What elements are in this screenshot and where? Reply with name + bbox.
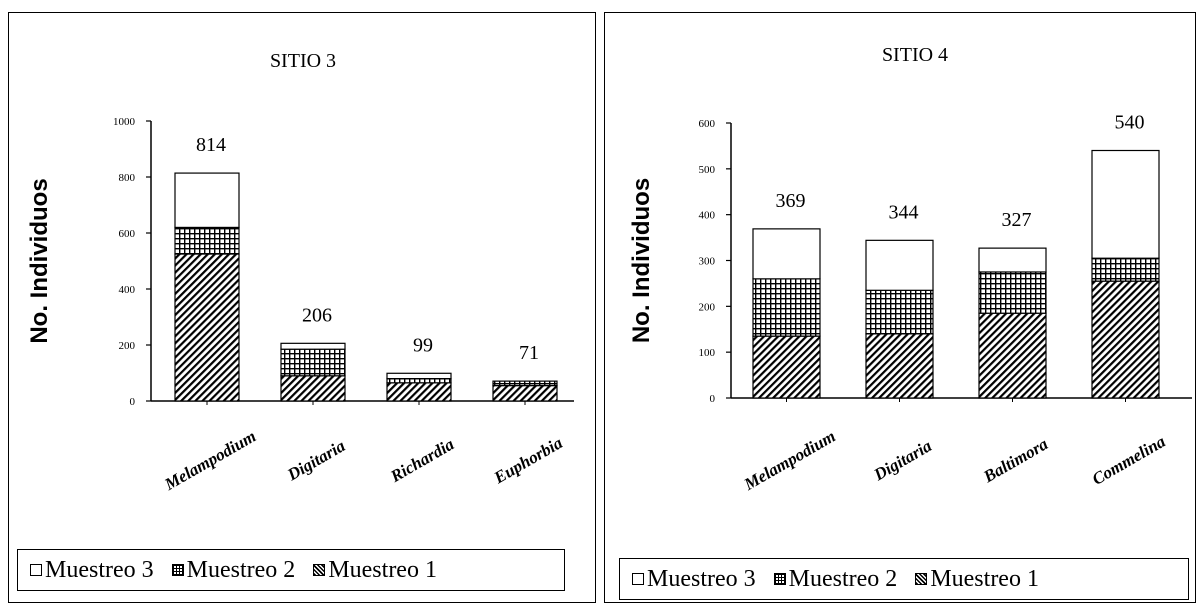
total-label-richardia: 99 [413, 334, 433, 356]
bar-muestreo-2-richardia [386, 378, 452, 384]
bar-muestreo-3-melampodium [752, 228, 821, 280]
x-category-label-commelina: Commelina [1089, 431, 1169, 488]
bar-muestreo-1-digitaria [280, 375, 346, 402]
y-tick-label: 500 [699, 164, 716, 176]
bar-muestreo-2-melampodium [752, 278, 821, 337]
bar-muestreo-3-commelina [1091, 149, 1160, 259]
y-axis-label: No. Individuos [628, 178, 655, 343]
bar-muestreo-2-digitaria [865, 289, 934, 335]
y-tick-label: 400 [119, 284, 136, 296]
total-label-melampodium: 814 [196, 134, 226, 156]
bar-muestreo-1-melampodium [174, 253, 240, 402]
legend-swatch-muestreo-3 [30, 564, 42, 576]
legend-swatch-muestreo-3 [632, 573, 644, 585]
bar-muestreo-2-euphorbia [492, 380, 558, 387]
legend-item-muestreo-1: Muestreo 1 [313, 557, 437, 584]
x-category-label-melampodium: Melampodium [740, 427, 839, 495]
y-tick-label: 200 [119, 340, 136, 352]
total-label-digitaria: 344 [889, 201, 919, 223]
bar-muestreo-1-richardia [386, 382, 452, 402]
total-label-digitaria: 206 [302, 304, 332, 326]
y-tick-label: 200 [699, 301, 716, 313]
legend-item-muestreo-1: Muestreo 1 [915, 566, 1039, 593]
bar-muestreo-1-baltimora [978, 312, 1047, 399]
y-tick-label: 800 [119, 172, 136, 184]
y-tick-label: 600 [119, 228, 136, 240]
x-category-label-digitaria: Digitaria [870, 436, 936, 485]
y-tick-label: 600 [699, 118, 716, 130]
legend-item-muestreo-2: Muestreo 2 [171, 556, 296, 584]
bar-muestreo-3-baltimora [978, 247, 1047, 273]
legend-item-muestreo-2: Muestreo 2 [773, 565, 898, 593]
bar-muestreo-1-melampodium [752, 335, 821, 399]
legend-swatch-muestreo-1 [313, 564, 326, 576]
total-label-baltimora: 327 [1002, 209, 1032, 231]
bar-muestreo-3-richardia [386, 372, 452, 380]
legend-sitio-4: Muestreo 3 Muestreo 2 Muestreo 1 [619, 558, 1189, 600]
total-label-commelina: 540 [1115, 112, 1145, 134]
legend-label-muestreo-3: Muestreo 3 [647, 565, 756, 592]
legend-swatch-muestreo-1 [915, 573, 928, 585]
bar-muestreo-2-baltimora [978, 271, 1047, 314]
x-category-label-baltimora: Baltimora [979, 434, 1051, 487]
bar-muestreo-2-commelina [1091, 257, 1160, 282]
y-axis-label: No. Individuos [26, 178, 53, 343]
total-label-euphorbia: 71 [519, 342, 539, 364]
x-category-label-digitaria: Digitaria [283, 436, 349, 485]
legend-label-muestreo-2: Muestreo 2 [788, 565, 898, 592]
legend-label-muestreo-1: Muestreo 1 [328, 556, 437, 583]
legend-item-muestreo-3: Muestreo 3 [30, 557, 154, 584]
y-tick-label: 1000 [113, 116, 136, 128]
bar-muestreo-1-digitaria [865, 333, 934, 399]
chart-sitio-4: SITIO 4 No. Individuos 0 100 200 300 400 500 600… [628, 44, 1192, 495]
bar-muestreo-1-commelina [1091, 280, 1160, 399]
bar-muestreo-2-digitaria [280, 348, 346, 377]
chart-panel-sitio-4: SITIO 4 No. Individuos 0 100 200 300 400 500 600… [604, 12, 1196, 603]
bar-muestreo-3-digitaria [865, 239, 934, 291]
total-label-melampodium: 369 [776, 190, 806, 212]
y-tick-label: 400 [699, 210, 716, 222]
legend-label-muestreo-3: Muestreo 3 [45, 556, 154, 583]
x-category-label-richardia: Richardia [386, 434, 457, 486]
y-tick-label: 0 [130, 396, 136, 408]
chart-sitio-3: SITIO 3 No. Individuos 0 200 400 600 800 1000 81… [26, 50, 574, 495]
bar-muestreo-2-melampodium [174, 226, 240, 255]
chart-title: SITIO 4 [882, 44, 948, 66]
x-category-label-euphorbia: Euphorbia [490, 433, 566, 488]
legend-swatch-muestreo-2 [171, 564, 184, 576]
legend-item-muestreo-3: Muestreo 3 [632, 566, 756, 593]
bar-muestreo-3-digitaria [280, 342, 346, 350]
chart-panel-sitio-3: SITIO 3 No. Individuos 0 200 400 600 800 1000 81… [8, 12, 596, 603]
bar-muestreo-3-melampodium [174, 172, 240, 229]
legend-label-muestreo-1: Muestreo 1 [930, 565, 1039, 592]
x-category-label-melampodium: Melampodium [160, 427, 259, 495]
legend-label-muestreo-2: Muestreo 2 [186, 556, 296, 583]
y-tick-label: 100 [699, 347, 716, 359]
y-tick-label: 0 [710, 393, 716, 405]
chart-title: SITIO 3 [270, 50, 336, 72]
legend-swatch-muestreo-2 [773, 573, 786, 585]
legend-sitio-3: Muestreo 3 Muestreo 2 Muestreo 1 [17, 549, 565, 591]
bar-muestreo-1-euphorbia [492, 385, 558, 402]
y-tick-label: 300 [699, 256, 716, 268]
